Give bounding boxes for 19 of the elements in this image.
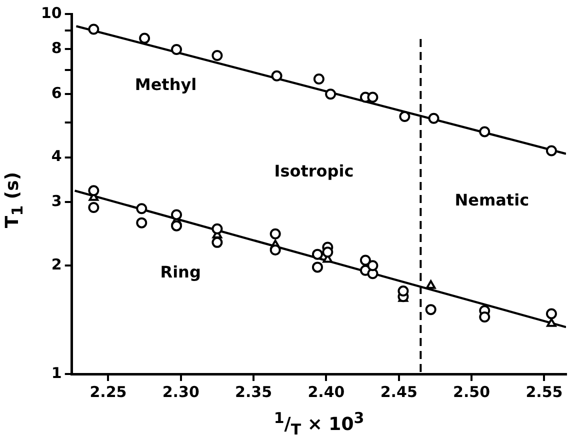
x-tick-label: 2.25 [90,382,127,401]
x-tick-label: 2.40 [308,382,345,401]
y-tick-label: 10 [41,4,62,22]
y-tick-label: 1 [51,364,62,382]
x-tick-label: 2.45 [380,382,418,401]
annotation: Isotropic [274,162,354,181]
y-tick-label: 3 [51,192,62,210]
y-tick-label: 4 [51,147,62,166]
annotation: Ring [160,262,201,282]
y-tick-label: 2 [51,256,62,274]
annotation: Nematic [454,190,530,210]
y-tick-label: 8 [51,38,62,57]
x-tick-label: 2.55 [526,382,563,401]
x-tick-label: 2.35 [235,382,272,401]
x-tick-label: 2.30 [162,382,200,401]
x-tick-label: 2.50 [453,382,490,401]
y-tick-label: 6 [51,84,62,102]
x-axis-title: $^{1}$/$_{T}$ × 10$^{3}$ [272,409,366,439]
annotation: Methyl [134,75,197,94]
